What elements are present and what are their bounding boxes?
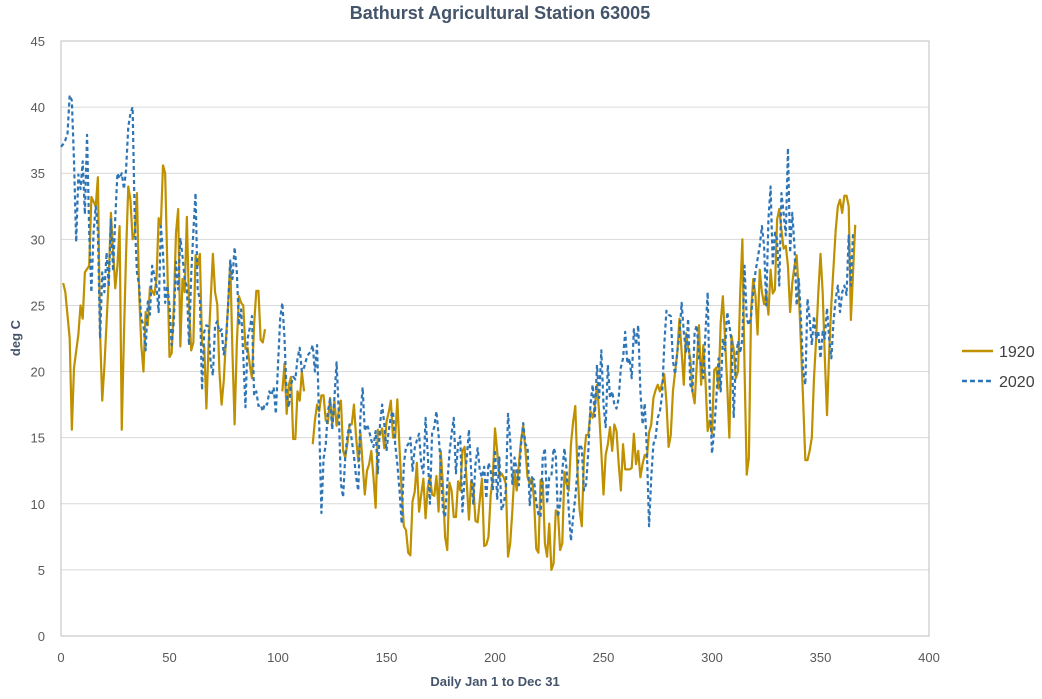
x-tick-label: 250: [593, 650, 615, 665]
legend-label-2020: 2020: [999, 374, 1035, 391]
x-tick-label: 300: [701, 650, 723, 665]
y-tick-label: 10: [31, 497, 45, 512]
y-tick-label: 25: [31, 298, 45, 313]
legend: 1920 2020: [962, 344, 1035, 391]
y-tick-label: 40: [31, 100, 45, 115]
series-lines: [60, 94, 857, 571]
y-tick-label: 0: [38, 629, 45, 644]
x-tick-label: 150: [376, 650, 398, 665]
y-tick-label: 15: [31, 431, 45, 446]
x-tick-label: 50: [162, 650, 176, 665]
y-axis-ticks: 0 5 10 15 20 25 30 35 40 45: [31, 34, 45, 644]
y-tick-label: 5: [38, 563, 45, 578]
x-axis-ticks: 0 50 100 150 200 250 300 350 400: [57, 650, 939, 665]
legend-label-1920: 1920: [999, 344, 1035, 361]
x-tick-label: 200: [484, 650, 506, 665]
y-tick-label: 20: [31, 365, 45, 380]
x-axis-title: Daily Jan 1 to Dec 31: [430, 674, 559, 689]
y-axis-title: deg C: [8, 319, 23, 356]
chart-title: Bathurst Agricultural Station 63005: [350, 3, 650, 23]
series-line-2020: [60, 94, 855, 542]
x-tick-label: 100: [267, 650, 289, 665]
x-tick-label: 400: [918, 650, 940, 665]
x-tick-label: 0: [57, 650, 64, 665]
plot-area-border: [60, 40, 930, 637]
x-tick-label: 350: [810, 650, 832, 665]
y-tick-label: 45: [31, 34, 45, 49]
y-tick-label: 30: [31, 232, 45, 247]
y-tick-label: 35: [31, 166, 45, 181]
